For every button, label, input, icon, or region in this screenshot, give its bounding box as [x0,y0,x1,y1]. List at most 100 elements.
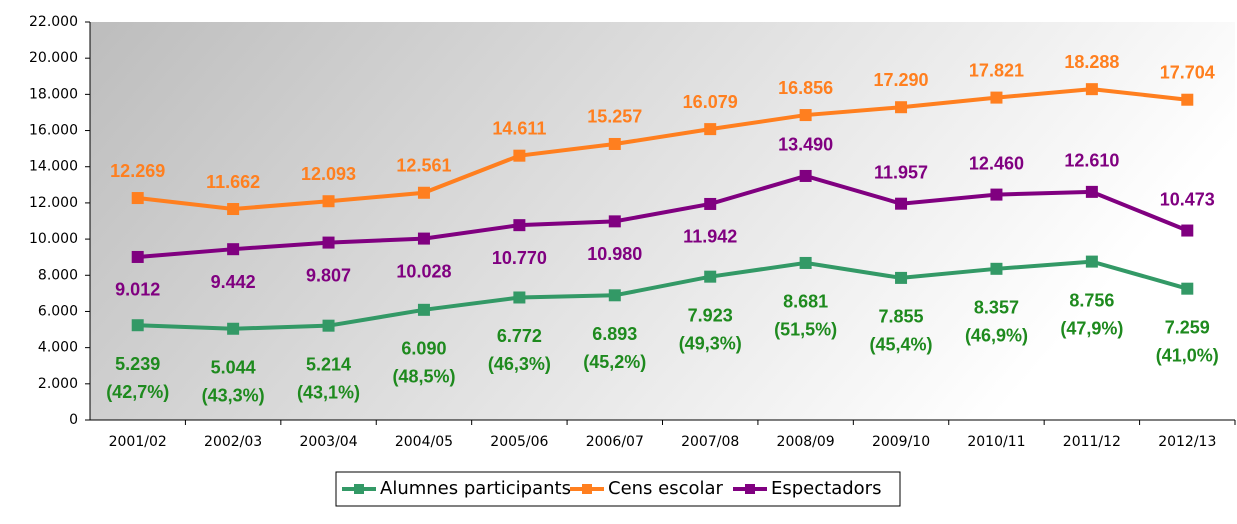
point [990,262,1003,275]
data-label: 10.473 [1160,189,1215,209]
point [1181,224,1194,237]
point [895,101,908,114]
y-tick-label: 20.000 [29,50,78,66]
point [608,289,621,302]
point [895,271,908,284]
point [417,232,430,245]
percent-label: (45,4%) [870,335,933,355]
data-label: 10.980 [587,244,642,264]
data-label: 7.855 [879,307,924,327]
data-label: 16.856 [778,78,833,98]
point [1085,83,1098,96]
legend-box [335,471,901,507]
x-tick-label: 2002/03 [204,434,262,450]
series-line [137,87,1188,212]
point [704,123,717,136]
point [1085,185,1098,198]
data-label: 11.662 [206,172,260,192]
x-tick-label: 2001/02 [109,434,167,450]
data-label: 12.610 [1064,151,1119,171]
data-label: 11.942 [683,227,737,247]
legend-label: Cens escolar [608,478,724,499]
point [799,256,812,269]
legend-swatch [582,484,592,494]
x-tick-label: 2010/11 [967,434,1025,450]
y-tick-label: 10.000 [29,231,78,247]
percent-label: (51,5%) [774,320,837,340]
y-tick-label: 12.000 [29,195,78,211]
data-label: 8.756 [1069,290,1114,310]
point [1181,282,1194,295]
point [227,322,240,335]
legend-label: Alumnes participants [380,478,571,499]
data-label: 8.681 [783,292,828,312]
data-label: 10.770 [492,248,547,268]
percent-label: (47,9%) [1060,318,1123,338]
point [799,109,812,122]
data-label: 7.259 [1165,317,1210,337]
y-tick-label: 14.000 [29,159,78,175]
data-label: 6.893 [592,324,637,344]
x-tick-label: 2012/13 [1158,434,1216,450]
percent-label: (46,3%) [488,354,551,374]
percent-label: (46,9%) [965,326,1028,346]
data-label: 9.012 [115,280,160,300]
y-tick-label: 4.000 [38,340,78,356]
x-tick-label: 2005/06 [490,434,548,450]
percent-label: (48,5%) [392,367,455,387]
data-label: 5.044 [211,357,256,377]
point [608,215,621,228]
x-tick-label: 2007/08 [681,434,739,450]
point [990,91,1003,104]
data-label: 18.288 [1064,52,1119,72]
data-label: 5.239 [115,354,160,374]
x-tick-label: 2011/12 [1063,434,1121,450]
point [322,195,335,208]
point [799,169,812,182]
y-tick-label: 22.000 [29,14,78,30]
data-label: 12.561 [396,156,451,176]
percent-label: (42,7%) [106,382,169,402]
data-label: 14.611 [492,118,546,138]
series-line [137,173,1189,259]
point [227,243,240,256]
data-label: 10.028 [396,261,451,281]
data-label: 11.957 [874,162,928,182]
y-tick-label: 18.000 [29,86,78,102]
series-line [137,259,1188,331]
y-tick-label: 8.000 [38,267,78,283]
y-tick-label: 0 [69,412,78,428]
legend-swatch [745,484,755,494]
point [131,192,144,205]
data-label: 9.807 [306,265,351,285]
data-label: 15.257 [587,107,642,127]
data-label: 6.772 [497,326,542,346]
data-label: 6.090 [401,339,446,359]
legend-swatch [354,484,364,494]
point [131,319,144,332]
data-label: 7.923 [688,305,733,325]
point [608,137,621,150]
percent-label: (41,0%) [1156,345,1219,365]
point [417,303,430,316]
point [131,250,144,263]
point [704,197,717,210]
y-tick-label: 6.000 [38,303,78,319]
x-tick-label: 2008/09 [777,434,835,450]
x-tick-label: 2004/05 [395,434,453,450]
x-tick-label: 2003/04 [299,434,357,450]
data-label: 13.490 [778,135,833,155]
percent-label: (49,3%) [679,333,742,353]
x-tick-label: 2009/10 [872,434,930,450]
x-tick-label: 2006/07 [586,434,644,450]
point [1181,93,1194,106]
data-label: 12.269 [110,161,165,181]
data-label: 9.442 [211,272,256,292]
data-label: 12.093 [301,164,356,184]
percent-label: (43,1%) [297,382,360,402]
y-tick-label: 16.000 [29,123,78,139]
data-label: 12.460 [969,153,1024,173]
percent-label: (45,2%) [583,352,646,372]
legend-label: Espectadors [771,478,881,499]
